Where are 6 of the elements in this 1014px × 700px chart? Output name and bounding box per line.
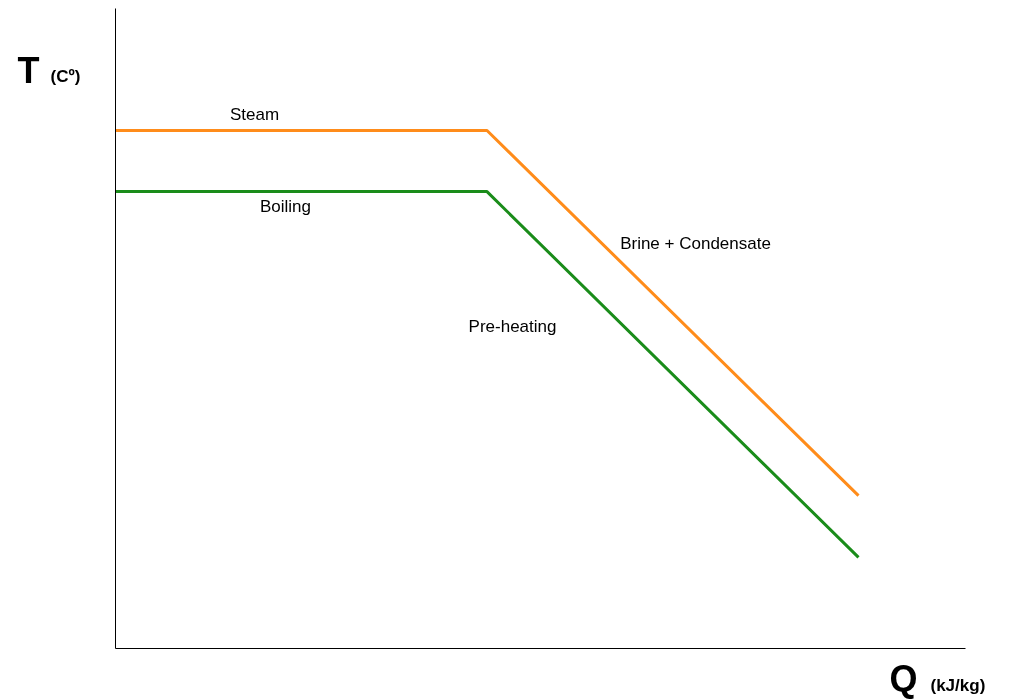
x-axis-title: Q (kJ/kg) xyxy=(889,658,986,699)
annotation: Pre-heating xyxy=(468,317,557,336)
annotation: Brine + Condensate xyxy=(620,234,771,253)
annotation: Boiling xyxy=(259,197,312,216)
y-axis-title: T (Cº) xyxy=(17,50,81,91)
text: Steam xyxy=(229,105,280,124)
